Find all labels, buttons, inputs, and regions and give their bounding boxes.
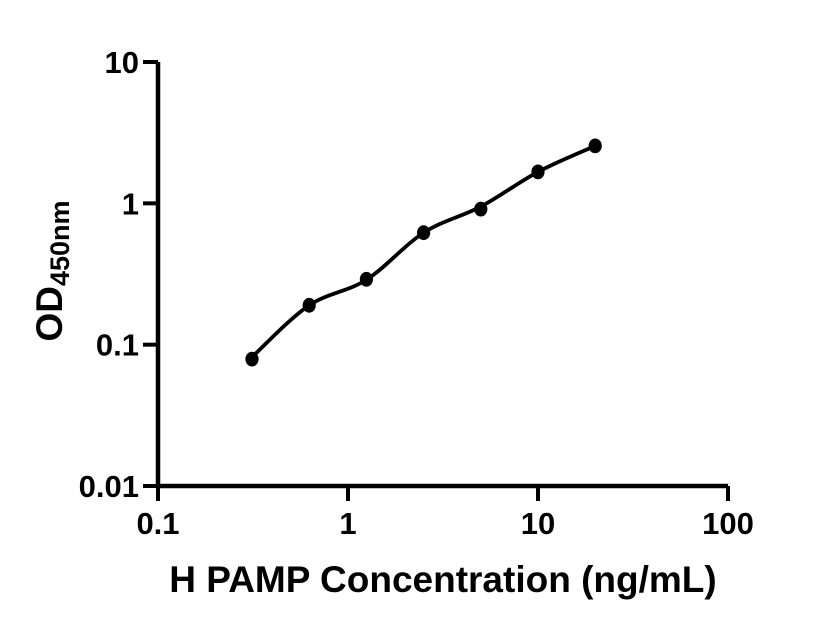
data-point (245, 351, 259, 367)
tick-marks (143, 60, 730, 501)
y-tick-label: 0.01 (79, 469, 139, 504)
y-axis-title-main: OD (29, 286, 70, 342)
x-axis-title: H PAMP Concentration (ng/mL) (169, 559, 716, 600)
x-tick-label: 0.1 (136, 506, 179, 541)
y-tick-label: 10 (105, 45, 139, 80)
fit-line-layer (252, 144, 598, 357)
fit-line (252, 144, 598, 357)
data-point (531, 164, 545, 180)
y-tick-label: 1 (122, 186, 139, 221)
x-tick-label: 100 (702, 506, 754, 541)
axis-spine (155, 62, 728, 489)
data-point (302, 297, 316, 313)
y-axis-title: OD450nm (29, 200, 75, 341)
data-point (417, 225, 431, 241)
x-tick-label: 10 (521, 506, 555, 541)
y-axis-title-subscript: 450nm (45, 200, 75, 286)
axes (155, 62, 728, 489)
data-points-layer (245, 138, 602, 367)
x-tick-label: 1 (339, 506, 356, 541)
data-point (474, 201, 488, 217)
data-point (359, 271, 373, 287)
y-tick-label: 0.1 (96, 328, 139, 363)
data-point (588, 138, 602, 154)
